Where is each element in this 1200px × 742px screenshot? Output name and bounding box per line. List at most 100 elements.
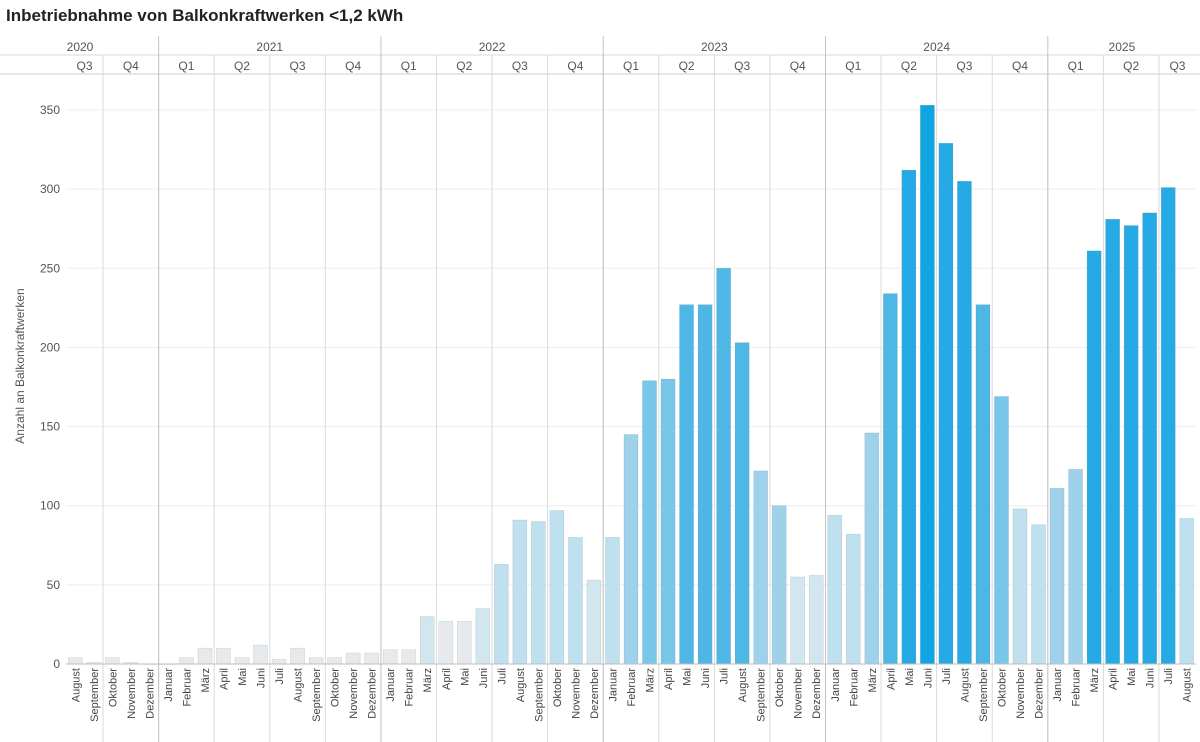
x-tick-label: Mai (237, 668, 249, 686)
bar (938, 142, 954, 665)
x-tick-label: April (218, 668, 230, 690)
quarter-label: Q1 (401, 59, 417, 73)
x-tick-label: März (867, 668, 879, 692)
x-tick-label: Februar (626, 668, 638, 707)
x-tick-label: Juni (256, 668, 268, 688)
x-tick-label: März (645, 668, 657, 692)
quarter-label: Q3 (1169, 59, 1185, 73)
bar (1086, 250, 1102, 665)
x-tick-label: April (885, 668, 897, 690)
quarter-label: Q2 (1123, 59, 1139, 73)
x-tick-label: September (756, 668, 768, 722)
x-tick-label: Juni (700, 668, 712, 688)
x-tick-label: August (293, 668, 305, 702)
bar (493, 563, 509, 665)
year-label: 2020 (67, 40, 94, 54)
quarter-label: Q4 (790, 59, 806, 73)
bar (586, 579, 602, 665)
bar (716, 267, 731, 665)
x-tick-label: August (70, 668, 82, 702)
bar (67, 657, 83, 665)
y-tick-label: 150 (40, 420, 60, 434)
bar (994, 396, 1009, 665)
quarter-label: Q3 (290, 59, 306, 73)
x-tick-label: August (959, 668, 971, 702)
bar (753, 470, 769, 665)
bar (1105, 218, 1120, 665)
bar (808, 575, 824, 665)
bar (827, 514, 843, 665)
x-tick-label: Februar (404, 668, 416, 707)
bar (456, 620, 472, 665)
x-tick-label: Dezember (1034, 668, 1046, 719)
y-tick-label: 300 (40, 182, 60, 196)
x-tick-label: Juni (478, 668, 490, 688)
x-tick-label: Juli (1163, 668, 1175, 685)
quarter-label: Q2 (456, 59, 472, 73)
x-tick-label: Juli (496, 668, 508, 685)
y-tick-label: 100 (40, 499, 60, 513)
x-tick-label: November (1015, 668, 1027, 719)
bar (382, 649, 398, 665)
x-tick-label: April (663, 668, 675, 690)
x-tick-label: Oktober (552, 668, 564, 707)
bar (901, 169, 917, 665)
quarter-label: Q4 (345, 59, 361, 73)
bar (1123, 225, 1139, 665)
x-tick-label: September (311, 668, 323, 722)
bar (345, 652, 361, 665)
bar (660, 378, 676, 665)
bar (568, 537, 583, 665)
bar (197, 647, 213, 665)
x-tick-label: Februar (181, 668, 193, 707)
x-tick-label: Oktober (330, 668, 342, 707)
bar (864, 432, 880, 665)
bar (290, 647, 305, 665)
y-tick-label: 200 (40, 340, 60, 354)
x-tick-label: November (348, 668, 360, 719)
quarter-label: Q1 (178, 59, 194, 73)
y-tick-label: 350 (40, 103, 60, 117)
x-tick-label: Oktober (107, 668, 119, 707)
bar (475, 608, 491, 665)
x-tick-label: März (422, 668, 434, 692)
bar (308, 657, 324, 665)
bar (531, 521, 546, 665)
bar (419, 616, 435, 665)
x-tick-label: März (200, 668, 212, 692)
quarter-label: Q3 (77, 59, 93, 73)
year-label: 2024 (923, 40, 950, 54)
x-tick-label: Januar (830, 668, 842, 702)
x-tick-label: Januar (163, 668, 175, 702)
bar (216, 647, 231, 665)
quarter-label: Q3 (956, 59, 972, 73)
bar (1142, 212, 1158, 665)
y-axis-label: Anzahl an Balkonkraftwerken (13, 288, 27, 443)
x-tick-label: April (1108, 668, 1120, 690)
x-tick-label: August (1182, 668, 1194, 702)
x-tick-label: November (793, 668, 805, 719)
chart-title: Inbetriebnahme von Balkonkraftwerken <1,… (6, 6, 404, 25)
x-tick-label: November (126, 668, 138, 719)
x-tick-label: Mai (682, 668, 694, 686)
x-tick-label: September (978, 668, 990, 722)
year-label: 2021 (256, 40, 283, 54)
bar (512, 519, 528, 665)
x-tick-label: Januar (607, 668, 619, 702)
x-tick-label: August (515, 668, 527, 702)
x-tick-label: Mai (459, 668, 471, 686)
bar (697, 304, 713, 665)
x-tick-label: Dezember (367, 668, 379, 719)
bar (104, 657, 120, 665)
x-tick-label: Juni (1145, 668, 1157, 688)
bar (920, 104, 935, 665)
bar (1049, 488, 1065, 665)
bar (1068, 469, 1083, 665)
bar (623, 434, 639, 665)
x-tick-label: Oktober (996, 668, 1008, 707)
x-tick-label: Juli (941, 668, 953, 685)
x-tick-label: Februar (848, 668, 860, 707)
bar (734, 342, 750, 665)
quarter-label: Q1 (845, 59, 861, 73)
bar (790, 576, 806, 665)
